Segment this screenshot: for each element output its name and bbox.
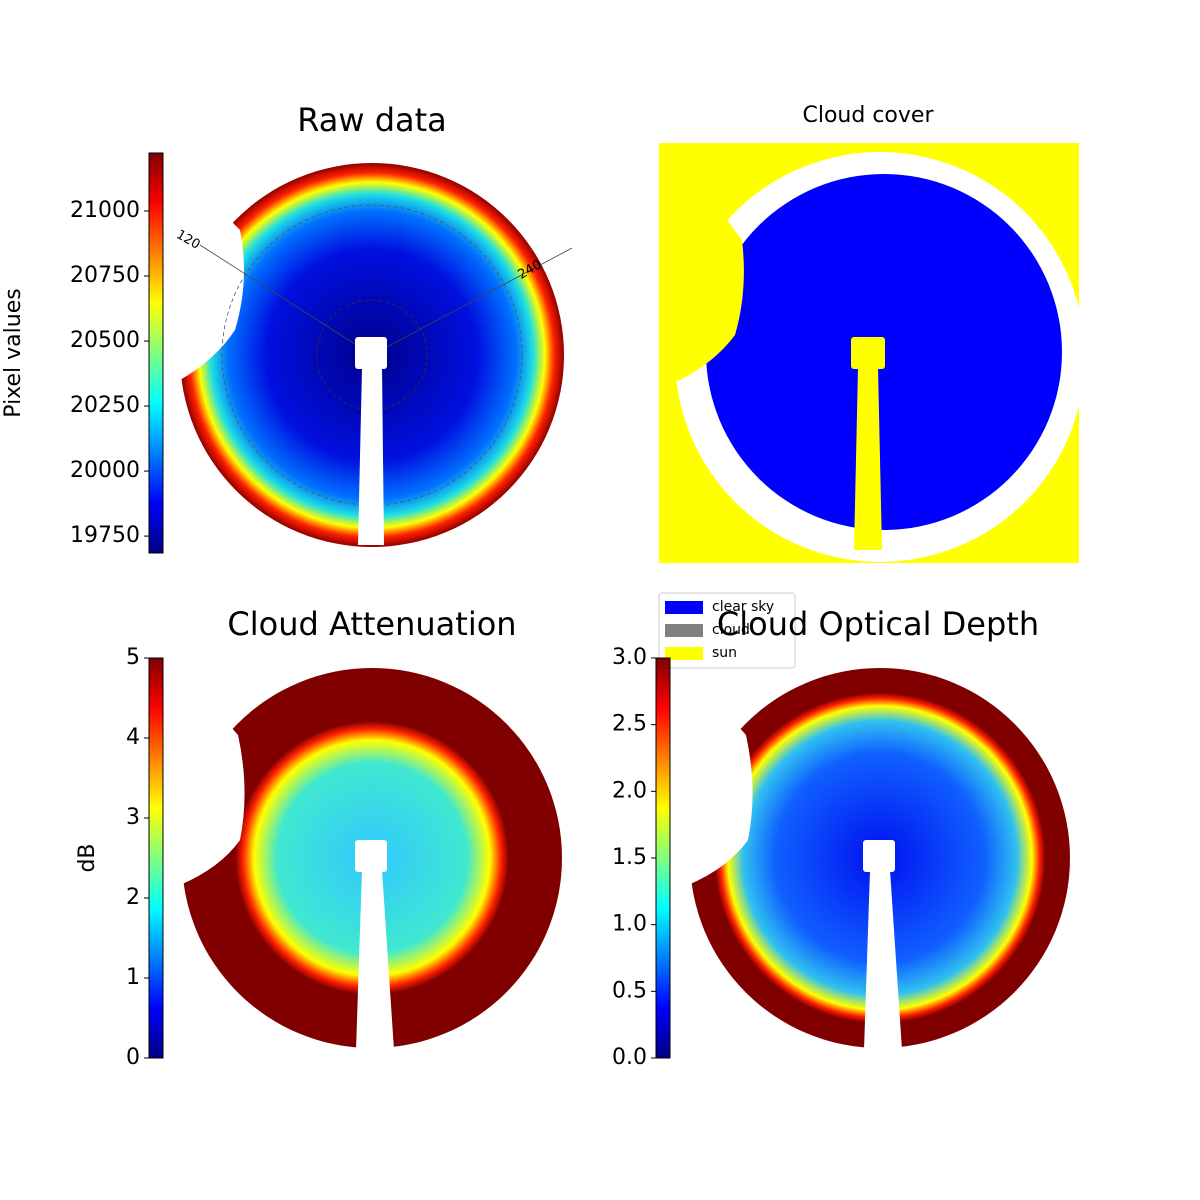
colorbar xyxy=(655,657,671,1059)
panel-title: Raw data xyxy=(297,101,447,139)
colorbar xyxy=(148,152,164,554)
colorbar-tick-label: 2.5 xyxy=(612,712,647,737)
legend-swatch xyxy=(665,647,703,660)
colorbar-tick-label: 20250 xyxy=(70,393,140,418)
colorbar-tick-label: 0.0 xyxy=(612,1045,647,1070)
raw-image xyxy=(180,163,573,547)
legend-swatch xyxy=(665,624,703,637)
colorbar xyxy=(148,657,164,1059)
colorbar-tick-label: 0 xyxy=(126,1045,140,1070)
cloud-cover-image xyxy=(659,143,1085,563)
colorbar-tick-label: 0.5 xyxy=(612,978,647,1003)
colorbar-tick-label: 1.5 xyxy=(612,845,647,870)
colorbar-tick-label: 20500 xyxy=(70,328,140,353)
colorbar-tick-label: 4 xyxy=(126,725,140,750)
colorbar-tick-label: 1 xyxy=(126,965,140,990)
colorbar-label: Pixel values xyxy=(1,288,26,417)
legend-label: clear sky xyxy=(712,599,774,615)
colorbar-tick-label: 1.0 xyxy=(612,912,647,937)
colorbar-tick-label: 5 xyxy=(126,645,140,670)
colorbar-label: dB xyxy=(75,843,100,872)
colorbar-tick-label: 21000 xyxy=(70,198,140,223)
optical-depth-image xyxy=(688,668,1070,1050)
legend-label: sun xyxy=(712,645,737,661)
colorbar-tick-label: 3 xyxy=(126,805,140,830)
colorbar-tick-label: 20750 xyxy=(70,263,140,288)
attenuation-image xyxy=(180,668,562,1050)
colorbar-tick-label: 3.0 xyxy=(612,645,647,670)
legend-label: cloud xyxy=(712,622,750,638)
panel-title: Cloud Optical Depth xyxy=(717,605,1039,643)
panel-title: Cloud cover xyxy=(803,103,935,128)
panel-title: Cloud Attenuation xyxy=(227,605,516,643)
legend-swatch xyxy=(665,601,703,614)
colorbar-tick-label: 20000 xyxy=(70,458,140,483)
colorbar-tick-label: 2.0 xyxy=(612,778,647,803)
colorbar-tick-label: 2 xyxy=(126,885,140,910)
colorbar-tick-label: 19750 xyxy=(70,523,140,548)
